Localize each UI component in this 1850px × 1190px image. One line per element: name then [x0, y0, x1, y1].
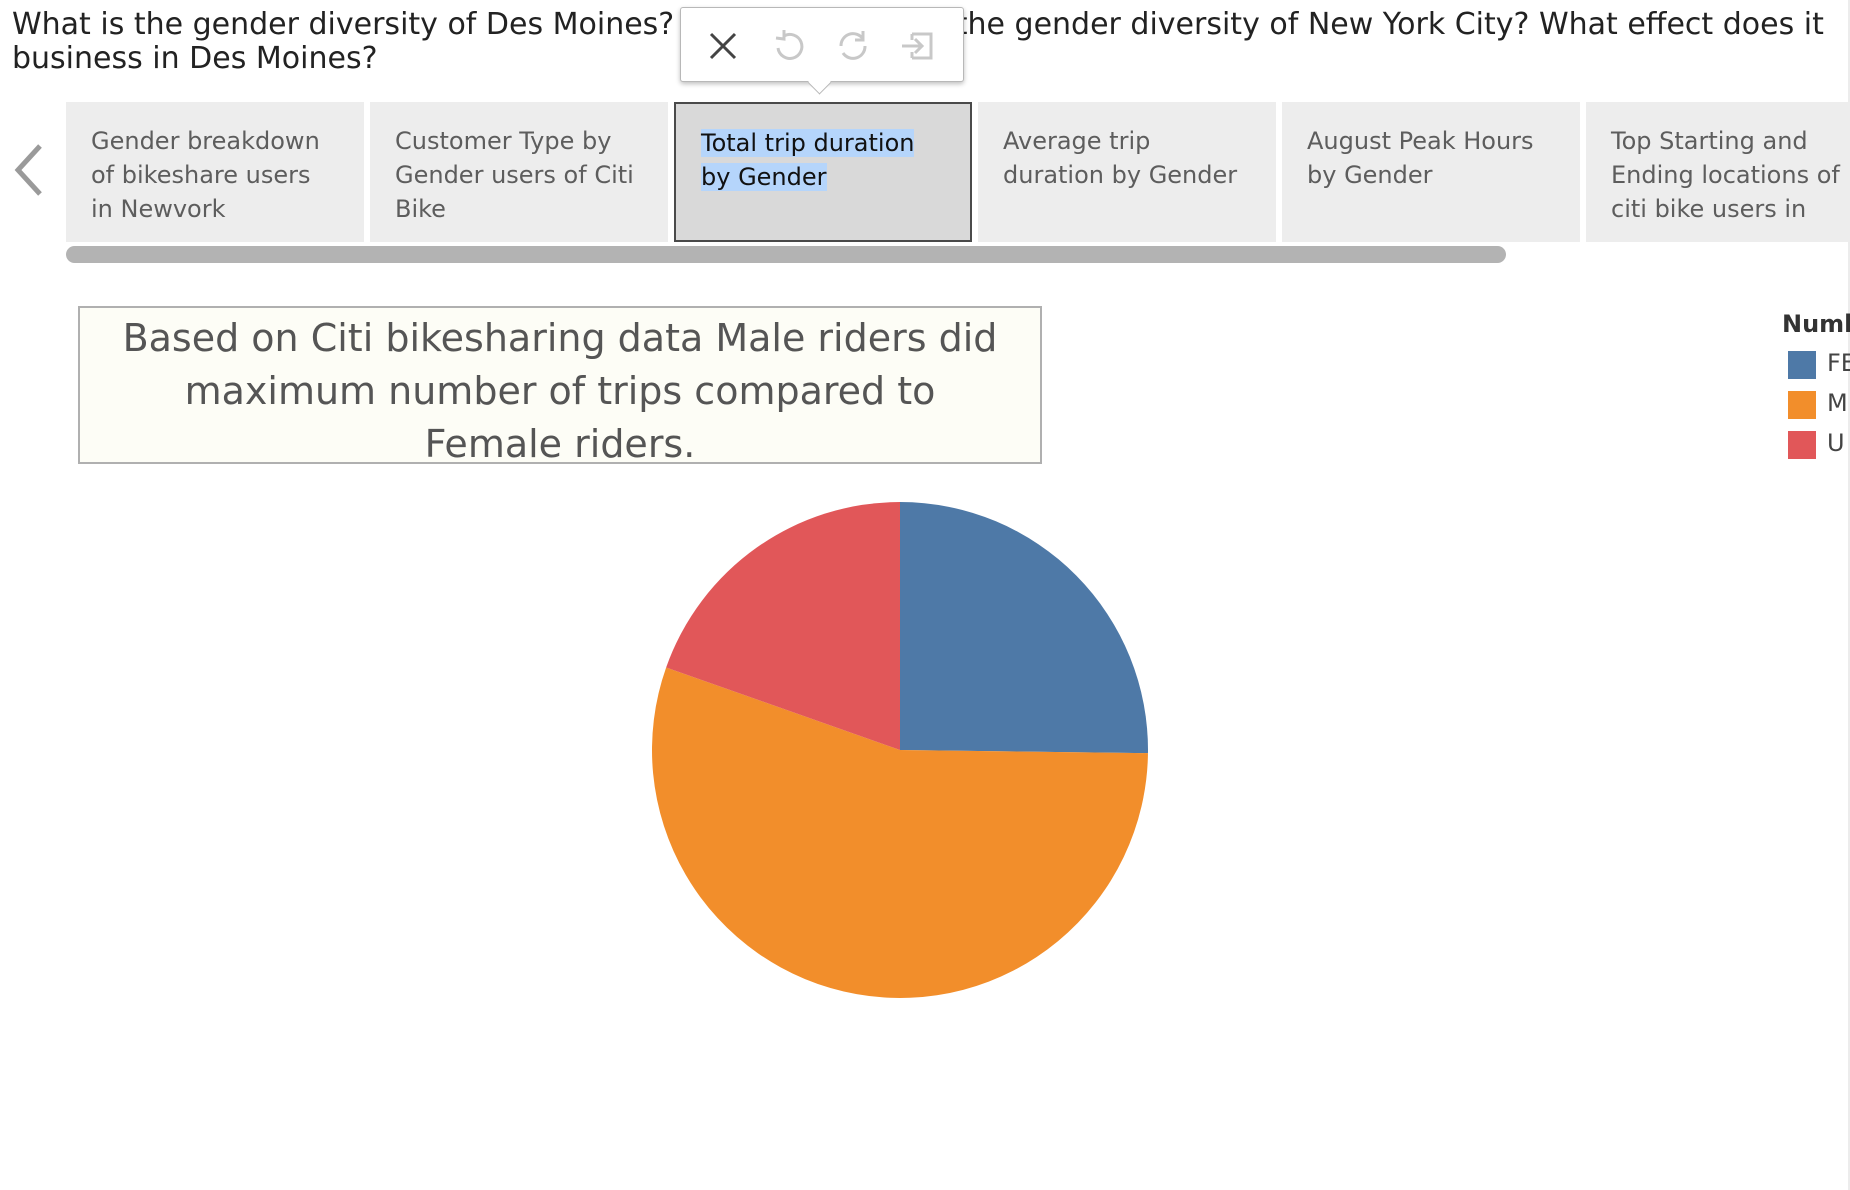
tab-label: Top Starting and Ending locations of cit… — [1611, 127, 1840, 223]
legend-label: U — [1827, 429, 1845, 457]
tab-label: Gender breakdown of bikeshare users in N… — [91, 127, 320, 223]
right-edge-divider — [1848, 0, 1850, 1190]
tab-gender-breakdown[interactable]: Gender breakdown of bikeshare users in N… — [66, 102, 364, 242]
legend-title: Numb — [1782, 310, 1850, 338]
tab-label: Customer Type by Gender users of Citi Bi… — [395, 127, 634, 223]
legend-label: M — [1827, 389, 1848, 417]
legend-swatch — [1788, 431, 1816, 459]
close-button[interactable] — [703, 26, 743, 66]
legend-label: FE — [1827, 349, 1850, 377]
pie-slice-fe[interactable] — [900, 502, 1148, 754]
caption-box: Based on Citi bikesharing data Male ride… — [78, 306, 1042, 466]
tab-average-trip-duration[interactable]: Average trip duration by Gender — [978, 102, 1276, 242]
toolbar-popup — [680, 7, 964, 82]
tab-august-peak-hours[interactable]: August Peak Hours by Gender — [1282, 102, 1580, 242]
undo-icon — [775, 30, 804, 60]
legend-swatch — [1788, 391, 1816, 419]
refresh-button[interactable] — [833, 26, 873, 66]
story-title: What is the gender diversity of Des Moin… — [12, 7, 1824, 76]
close-icon — [709, 32, 737, 60]
refresh-icon — [839, 31, 867, 60]
exit-button[interactable] — [898, 26, 938, 66]
pie-slice-m[interactable] — [651, 667, 1148, 999]
pie-slice-u[interactable] — [666, 502, 900, 750]
legend-item-fe[interactable]: FE — [1782, 341, 1850, 381]
tab-total-trip-duration[interactable]: Total trip duration by Gender — [674, 102, 972, 242]
legend: Numb FE M U — [1782, 307, 1850, 467]
undo-button[interactable] — [768, 26, 808, 66]
tab-top-locations[interactable]: Top Starting and Ending locations of cit… — [1586, 102, 1850, 242]
legend-swatch — [1788, 351, 1816, 379]
tab-label: August Peak Hours by Gender — [1307, 127, 1534, 189]
tab-label: Average trip duration by Gender — [1003, 127, 1238, 189]
legend-item-m[interactable]: M — [1782, 381, 1850, 421]
story-points-tabs: Gender breakdown of bikeshare users in N… — [66, 102, 1850, 242]
tab-label: Total trip duration by Gender — [701, 129, 915, 191]
tabs-scrollbar[interactable] — [66, 246, 1506, 263]
pie-chart — [651, 502, 1148, 999]
exit-icon — [902, 32, 933, 60]
chevron-left-icon[interactable] — [10, 140, 50, 200]
tab-customer-type[interactable]: Customer Type by Gender users of Citi Bi… — [370, 102, 668, 242]
legend-item-u[interactable]: U — [1782, 421, 1850, 461]
